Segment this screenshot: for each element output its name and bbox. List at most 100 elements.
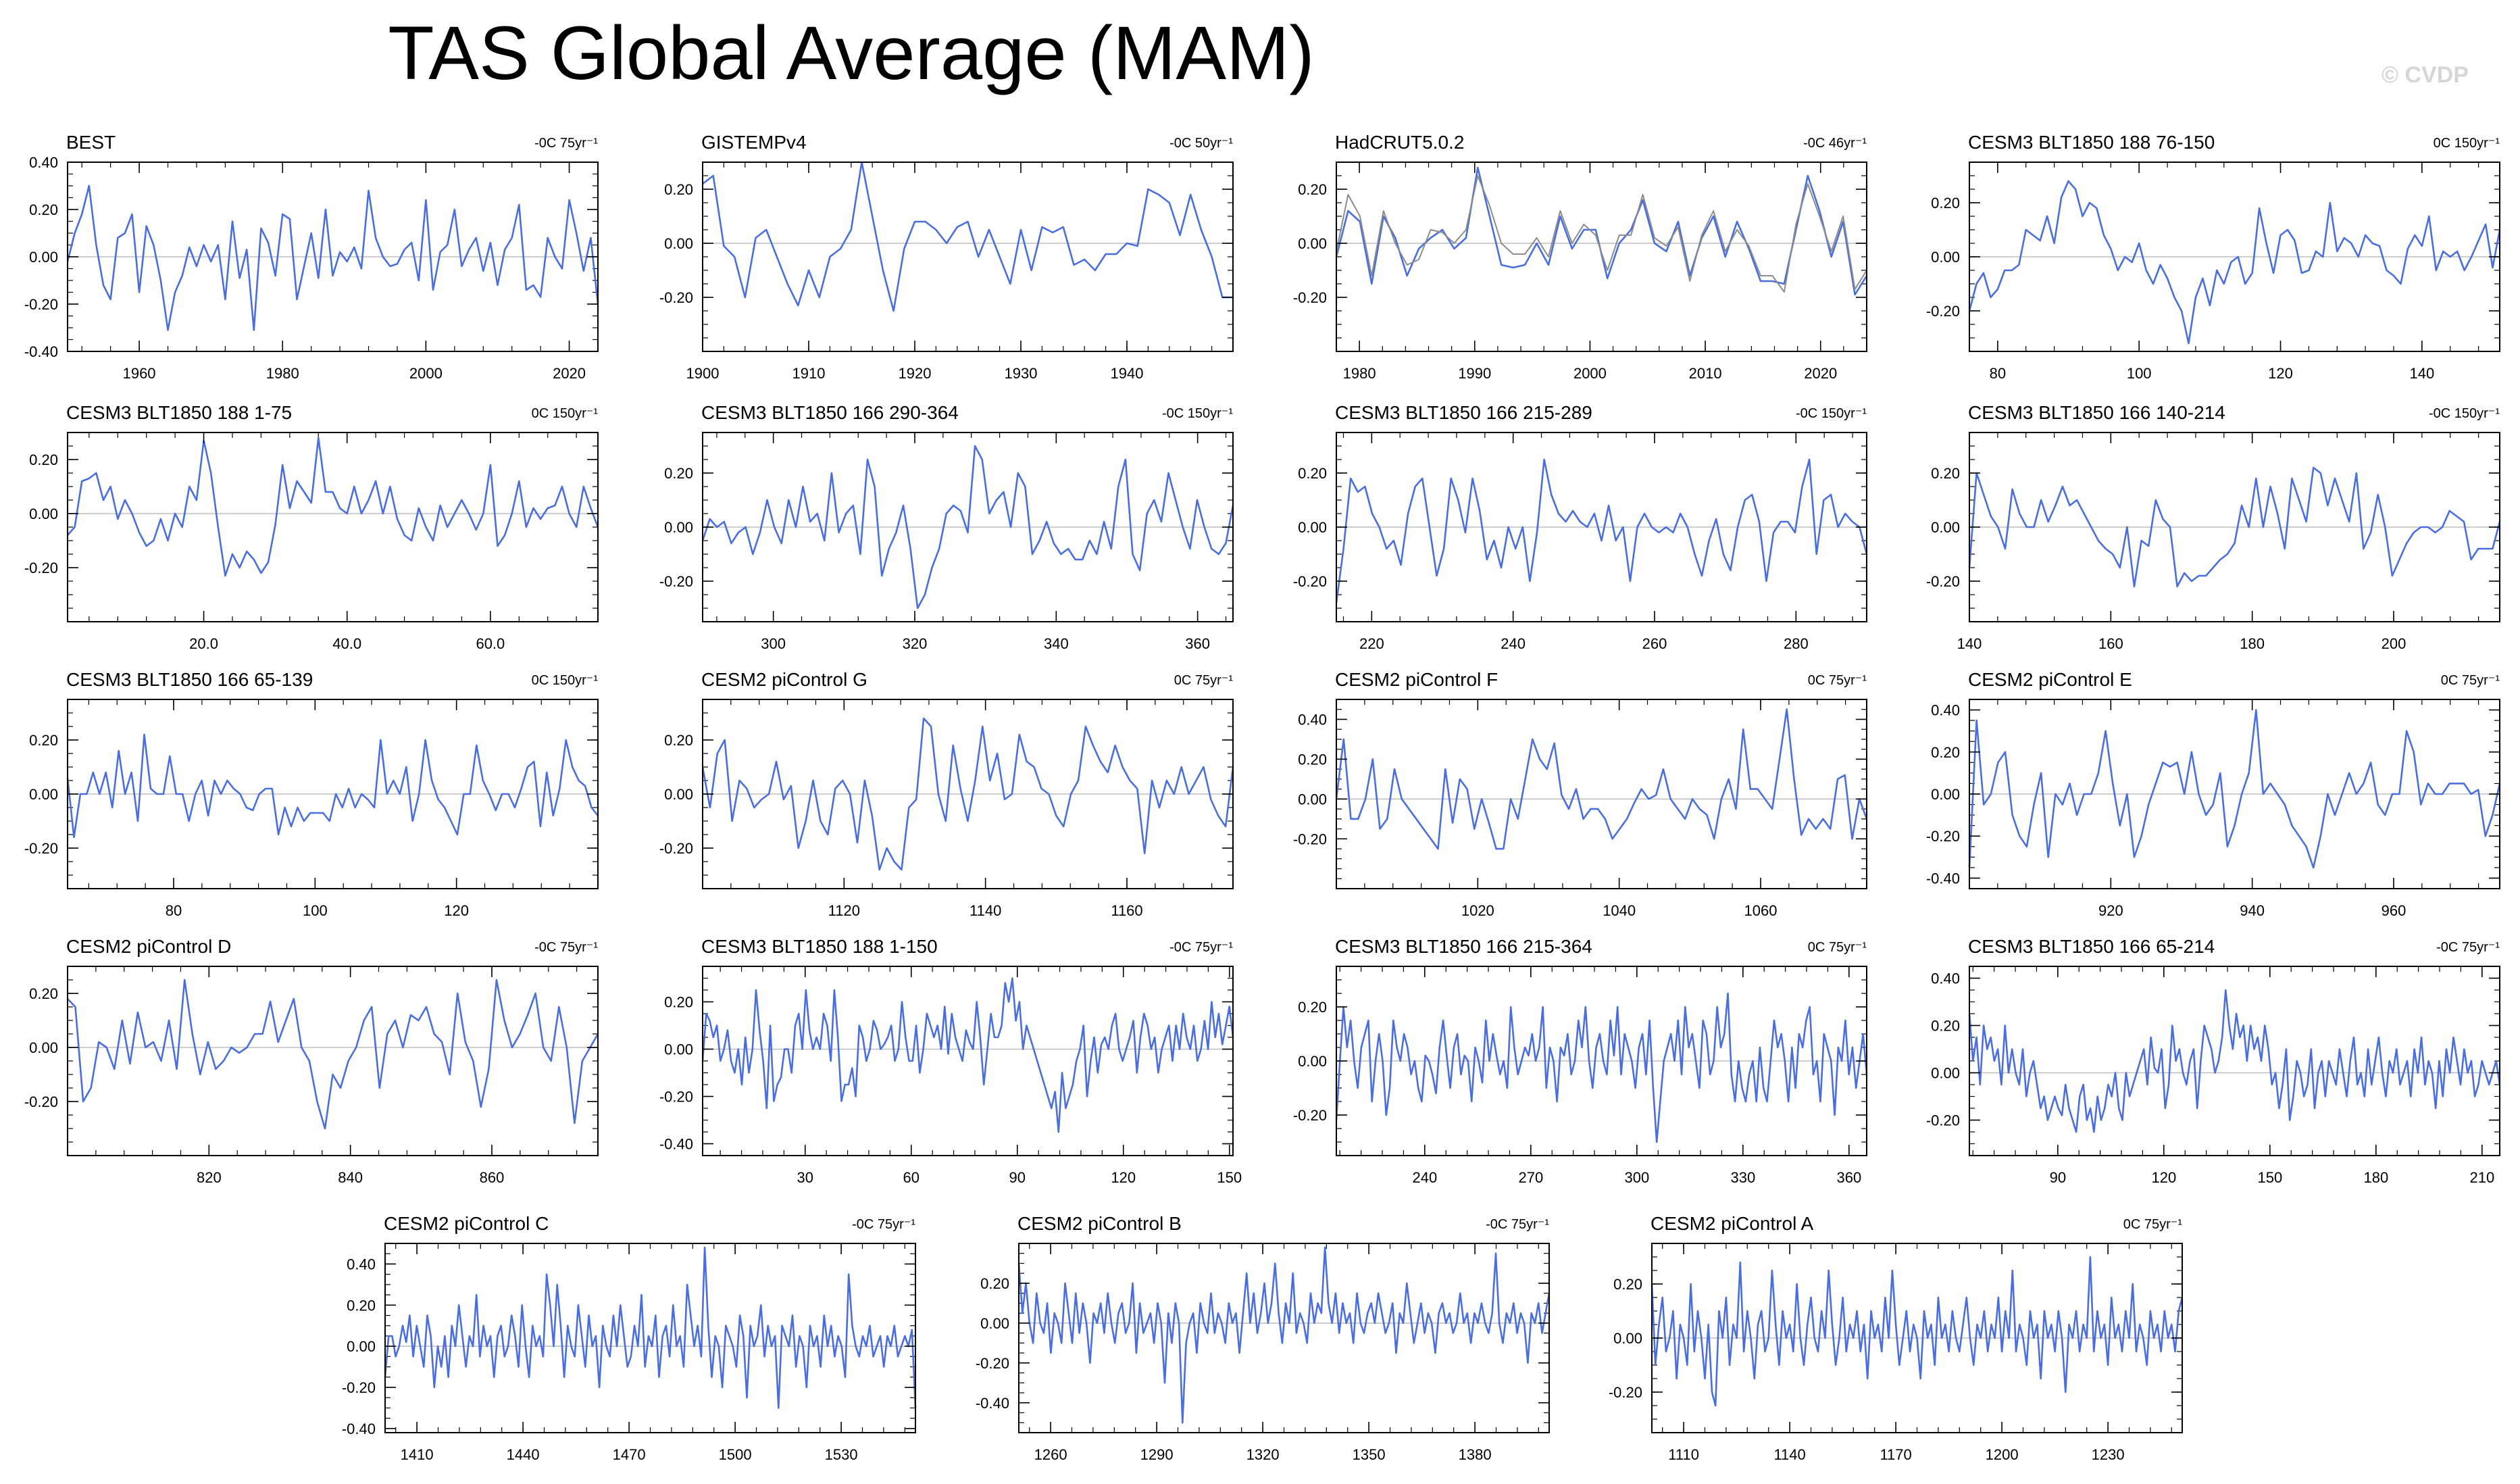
panel-4: 80 100 120 140 -0.20 0.00 0.20 CESM3 BLT1850 18… [1926,132,2501,382]
x-tick-label: 60 [903,1169,919,1186]
y-tick-label: 0.00 [664,519,693,536]
series-line [1968,989,2501,1133]
y-tick-label: 0.40 [1931,970,1960,987]
x-tick-label: 2000 [1573,365,1607,382]
y-tick-label: 0.20 [347,1297,376,1314]
x-tick-label: 1990 [1458,365,1491,382]
y-tick-label: -0.20 [24,296,58,313]
y-tick-label: -0.40 [976,1395,1009,1412]
y-tick-label: 0.40 [1298,711,1327,728]
panel-7: 220 240 260 280 -0.20 0.00 0.20 CESM3 BLT1850 1… [1293,402,1868,652]
panel-trend-label: -0C 46yr⁻¹ [1803,136,1867,151]
x-tick-label: 30 [797,1169,813,1186]
y-tick-label: -0.20 [1926,303,1960,320]
y-tick-label: 0.20 [664,181,693,198]
panel-10: 1120 1140 1160 -0.20 0.00 0.20 CESM2 piControl… [659,669,1234,919]
y-tick-label: 0.00 [664,786,693,803]
panel-title: CESM3 BLT1850 188 1-150 [701,936,938,957]
y-tick-label: -0.20 [1293,289,1327,306]
x-tick-label: 1040 [1603,902,1636,919]
panel-title: CESM3 BLT1850 166 65-139 [66,669,313,690]
panel-title: CESM2 piControl G [701,669,867,690]
y-tick-label: -0.20 [1293,573,1327,590]
x-tick-label: 150 [1217,1169,1242,1186]
x-tick-label: 200 [2382,635,2406,652]
panel-13: 820 840 860 -0.20 0.00 0.20 CESM2 piControl D -… [24,936,599,1186]
x-tick-label: 1530 [825,1446,858,1463]
y-tick-label: 0.00 [29,1039,58,1056]
y-tick-label: -0.20 [1293,831,1327,847]
panel-trend-label: -0C 75yr⁻¹ [1169,940,1233,955]
x-tick-label: 300 [1624,1169,1649,1186]
y-tick-label: 0.00 [980,1315,1009,1332]
panel-title: CESM3 BLT1850 166 215-289 [1335,402,1592,423]
y-tick-label: 0.20 [29,985,58,1002]
y-tick-label: 0.20 [1298,751,1327,768]
comparison-line [1336,175,1867,293]
x-tick-label: 860 [480,1169,505,1186]
x-tick-label: 1440 [507,1446,540,1463]
y-tick-label: -0.20 [976,1355,1009,1372]
y-tick-label: 0.20 [980,1275,1009,1292]
panel-5: 20.0 40.0 60.0 -0.20 0.00 0.20 CESM3 BLT1850 1… [24,402,599,652]
y-tick-label: -0.20 [342,1379,376,1396]
x-tick-label: 360 [1836,1169,1861,1186]
panel-title: CESM2 piControl E [1968,669,2132,690]
x-tick-label: 330 [1730,1169,1755,1186]
y-tick-label: 0.20 [29,732,58,749]
y-tick-label: -0.20 [24,840,58,857]
y-tick-label: 0.20 [1931,195,1960,212]
panel-1: 1960 1980 2000 2020 -0.40 -0.20 0.00 0.20 0.40 BE… [24,132,599,382]
y-tick-label: 0.20 [1931,465,1960,482]
series-line [384,1246,917,1409]
x-tick-label: 1140 [1773,1446,1805,1463]
panel-15: 240 270 300 330 360 -0.20 0.00 0.20 CESM3 BLT185… [1293,936,1868,1186]
x-tick-label: 80 [1990,365,2006,382]
x-tick-label: 1910 [792,365,826,382]
y-tick-label: 0.40 [1931,702,1960,719]
series-line [1968,709,2501,869]
panel-trend-label: 0C 75yr⁻¹ [2441,673,2500,688]
x-tick-label: 320 [903,635,928,652]
series-line [702,161,1233,312]
x-tick-label: 1500 [719,1446,752,1463]
series-line [67,979,599,1130]
y-tick-label: 0.00 [1931,519,1960,536]
x-tick-label: 1980 [1343,365,1376,382]
panel-title: CESM3 BLT1850 166 215-364 [1335,936,1592,957]
y-tick-label: 0.20 [1613,1276,1642,1293]
x-tick-label: 140 [1957,635,1982,652]
x-tick-label: 100 [2127,365,2152,382]
panel-14: 30 60 90 120 150 -0.40 -0.20 0.00 0.20 CESM3 BLT1… [659,936,1242,1186]
x-tick-label: 1980 [266,365,299,382]
panel-2: 1900 1910 1920 1930 1940 -0.20 0.00 0.20 GISTEMP… [659,132,1234,382]
y-tick-label: 0.00 [1298,519,1327,536]
x-tick-label: 360 [1185,635,1210,652]
y-tick-label: 0.40 [347,1256,376,1272]
x-tick-label: 1060 [1744,902,1778,919]
x-tick-label: 180 [2240,635,2265,652]
x-tick-label: 1160 [1111,902,1142,919]
y-tick-label: 0.00 [1298,1053,1327,1070]
watermark: © CVDP [2382,62,2469,88]
x-tick-label: 1230 [2092,1446,2125,1463]
y-tick-label: 0.20 [664,994,693,1011]
panel-trend-label: -0C 150yr⁻¹ [2429,406,2500,421]
panel-trend-label: 0C 150yr⁻¹ [532,673,599,688]
x-tick-label: 1140 [969,902,1001,919]
x-tick-label: 2020 [1804,365,1837,382]
x-tick-label: 90 [2050,1169,2066,1186]
panel-6: 300 320 340 360 -0.20 0.00 0.20 CESM3 BLT1850 1… [659,402,1234,652]
plot-frame [384,1243,916,1433]
y-tick-label: 0.20 [29,201,58,218]
plot-frame [1969,966,2500,1156]
x-tick-label: 220 [1359,635,1384,652]
y-tick-label: -0.20 [659,1089,693,1106]
y-tick-label: -0.20 [659,289,693,306]
x-tick-label: 2000 [409,365,443,382]
panel-trend-label: -0C 150yr⁻¹ [1162,406,1233,421]
y-tick-label: 0.00 [1931,1065,1960,1082]
y-tick-label: 0.20 [1298,465,1327,482]
y-tick-label: 0.00 [1931,786,1960,803]
